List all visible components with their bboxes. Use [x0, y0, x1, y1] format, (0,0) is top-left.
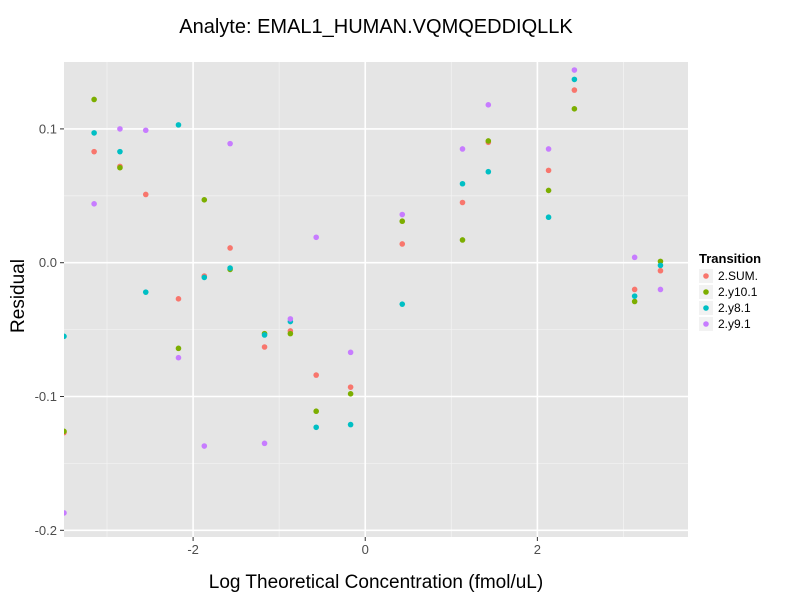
point-2-sum	[545, 167, 552, 174]
point-2-sum	[631, 286, 638, 293]
x-tick-label: 0	[362, 542, 369, 557]
x-tick-label: 2	[534, 542, 541, 557]
point-2-y9-1	[261, 440, 268, 447]
legend-label: 2.y10.1	[718, 285, 758, 299]
point-2-y8-1	[261, 332, 268, 338]
legend-label: 2.SUM.	[718, 269, 758, 283]
point-2-y9-1	[117, 126, 123, 132]
point-2-y8-1	[399, 301, 406, 307]
point-2-y9-1	[313, 234, 319, 241]
point-2-y8-1	[142, 289, 149, 295]
point-2-y8-1	[347, 421, 354, 428]
point-2-sum	[142, 191, 149, 198]
point-2-sum	[91, 148, 97, 155]
point-2-y10-1	[631, 298, 638, 305]
point-2-sum	[571, 87, 578, 93]
legend-key	[703, 305, 709, 311]
legend-key	[703, 289, 709, 295]
point-2-sum	[313, 372, 319, 378]
point-2-y8-1	[64, 333, 67, 340]
legend-key	[703, 321, 709, 327]
point-2-y10-1	[313, 408, 319, 415]
point-2-y9-1	[545, 146, 552, 152]
point-2-y10-1	[201, 197, 208, 203]
point-2-y9-1	[571, 67, 578, 73]
point-2-y9-1	[227, 140, 233, 147]
point-2-y10-1	[545, 187, 552, 194]
y-axis-title: Residual	[8, 259, 29, 333]
point-2-y10-1	[175, 345, 182, 352]
data-points	[64, 67, 664, 516]
x-axis-ticks: -2 0 2	[187, 537, 541, 557]
legend-label: 2.y9.1	[718, 317, 751, 331]
point-2-y9-1	[631, 254, 638, 261]
point-2-y8-1	[571, 76, 578, 83]
point-2-y10-1	[459, 237, 466, 243]
y-tick-label: 0.1	[39, 121, 57, 136]
point-2-sum	[261, 344, 268, 350]
point-2-sum	[227, 245, 233, 251]
point-2-y8-1	[313, 424, 319, 431]
point-2-y9-1	[657, 286, 664, 293]
y-tick-label: -0.1	[35, 389, 57, 404]
point-2-y10-1	[657, 258, 664, 265]
point-2-y9-1	[485, 102, 492, 108]
point-2-y8-1	[657, 262, 664, 269]
y-tick-label: 0.0	[39, 255, 57, 270]
point-2-y8-1	[485, 168, 492, 175]
point-2-y9-1	[399, 211, 406, 218]
legend: Transition 2.SUM. 2.y10.1 2.y8.1 2.y9.1	[699, 251, 761, 331]
chart-title: Analyte: EMAL1_HUMAN.VQMQEDDIQLLK	[179, 16, 573, 38]
point-2-y9-1	[459, 146, 466, 152]
point-2-y9-1	[91, 201, 97, 207]
legend-title: Transition	[699, 251, 761, 266]
point-2-y8-1	[117, 148, 123, 155]
point-2-y8-1	[459, 180, 466, 187]
point-2-y10-1	[485, 138, 492, 144]
point-2-sum	[399, 241, 406, 247]
point-2-y9-1	[64, 510, 67, 516]
legend-label: 2.y8.1	[718, 301, 751, 315]
point-2-y8-1	[631, 293, 638, 299]
point-2-sum	[175, 296, 182, 302]
point-2-y10-1	[91, 96, 97, 103]
point-2-y10-1	[287, 330, 294, 337]
point-2-sum	[459, 199, 466, 206]
point-2-y9-1	[287, 316, 294, 322]
point-2-y8-1	[227, 265, 233, 271]
x-tick-label: -2	[187, 542, 199, 557]
legend-items: 2.SUM. 2.y10.1 2.y8.1 2.y9.1	[699, 269, 758, 331]
legend-key	[703, 273, 709, 279]
point-2-y9-1	[142, 127, 149, 134]
point-2-y10-1	[64, 428, 67, 435]
point-2-y10-1	[117, 164, 123, 171]
point-2-y10-1	[347, 391, 354, 397]
major-gridlines	[64, 62, 688, 537]
point-2-sum	[347, 384, 354, 390]
plot-panel	[64, 62, 688, 537]
point-2-y10-1	[399, 218, 406, 225]
point-2-y8-1	[91, 130, 97, 136]
point-2-y9-1	[175, 354, 182, 361]
point-2-y10-1	[571, 106, 578, 112]
point-2-y8-1	[545, 214, 552, 221]
point-2-y8-1	[175, 122, 182, 128]
x-axis-title: Log Theoretical Concentration (fmol/uL)	[209, 572, 543, 593]
point-2-y8-1	[201, 274, 208, 281]
minor-gridlines	[64, 62, 688, 537]
point-2-y9-1	[201, 443, 208, 449]
point-2-y9-1	[347, 349, 354, 356]
y-axis-ticks: -0.2 -0.1 0.0 0.1	[35, 121, 64, 538]
point-2-sum	[657, 267, 664, 274]
y-tick-label: -0.2	[35, 523, 57, 538]
